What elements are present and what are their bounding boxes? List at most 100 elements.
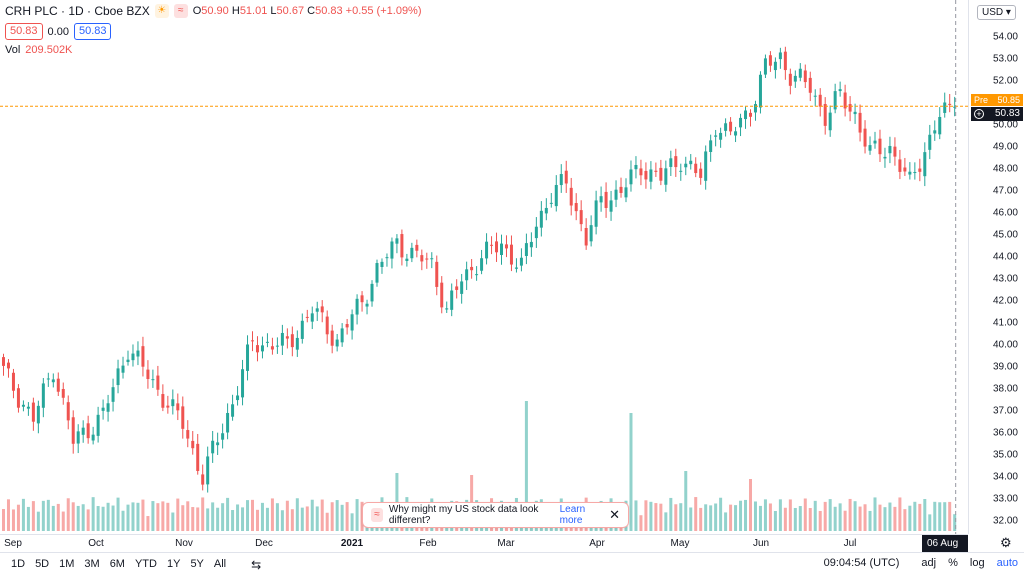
candle-body: [893, 146, 897, 157]
volume-bar: [226, 497, 230, 531]
candle-body: [559, 174, 563, 186]
data-notice-banner: ≈ Why might my US stock data look differ…: [362, 502, 629, 528]
price-axis[interactable]: USD ▾ 54.0053.0052.0051.0050.0049.0048.0…: [968, 0, 1024, 534]
timeframe-6m[interactable]: 6M: [109, 557, 125, 570]
candle-body: [345, 324, 349, 328]
sun-icon[interactable]: ☀: [154, 4, 169, 18]
candle-body: [495, 241, 499, 253]
candle-body: [101, 407, 105, 411]
timeframe-5d[interactable]: 5D: [35, 557, 50, 570]
candle-body: [335, 339, 339, 347]
volume-bar: [694, 497, 698, 531]
volume-bar: [848, 498, 852, 531]
volume-bar: [350, 513, 354, 531]
log-toggle[interactable]: log: [969, 557, 985, 569]
volume-bar: [659, 503, 663, 531]
symbol-title[interactable]: CRH PLC · 1D · Cboe BZX: [5, 4, 150, 18]
candle-body: [699, 168, 703, 178]
candle-body: [325, 316, 329, 335]
volume-bar: [251, 499, 254, 531]
close-icon[interactable]: ✕: [609, 507, 620, 522]
learn-more-link[interactable]: Learn more: [559, 504, 586, 526]
volume-bar: [181, 505, 185, 531]
timeframe-1d[interactable]: 1D: [11, 557, 26, 570]
volume-bar: [768, 503, 772, 531]
time-label-oct: Oct: [88, 538, 104, 549]
adjust-toggle[interactable]: adj: [921, 557, 937, 569]
timeframe-1m[interactable]: 1M: [59, 557, 75, 570]
candle-body: [719, 132, 723, 140]
candle-body: [858, 112, 862, 133]
volume-bar: [903, 509, 907, 531]
volume-bar: [96, 506, 100, 531]
price-tick-label: 36.00: [992, 427, 1018, 439]
candle-body: [534, 226, 538, 239]
time-label-jun: Jun: [752, 538, 770, 549]
volume-bar: [704, 504, 708, 531]
volume-bar: [121, 510, 125, 531]
volume-bar: [674, 504, 678, 531]
percent-toggle[interactable]: %: [948, 557, 958, 569]
volume-bar: [231, 510, 235, 531]
candle-body: [828, 112, 832, 131]
volume-bar: [654, 503, 658, 531]
candle-body: [778, 52, 782, 60]
volume-bar: [300, 507, 304, 531]
volume-bar: [270, 498, 274, 531]
settings-gear-icon[interactable]: ⚙: [1000, 535, 1012, 550]
candle-body: [365, 303, 369, 307]
volume-bar: [679, 503, 683, 531]
candle-body: [614, 189, 618, 200]
spread-value: 0.00: [47, 25, 69, 38]
candle-body: [938, 116, 942, 135]
time-label-feb: Feb: [419, 538, 437, 549]
goto-date-icon[interactable]: ⇆: [251, 557, 262, 572]
volume-bar: [101, 506, 105, 531]
candle-body: [470, 266, 474, 271]
chart-area[interactable]: CRH PLC · 1D · Cboe BZX ☀ ≈ O50.90 H51.0…: [0, 0, 968, 534]
candle-body: [111, 387, 115, 402]
timeframe-3m[interactable]: 3M: [84, 557, 100, 570]
candle-body: [41, 383, 45, 408]
candle-body: [669, 158, 673, 167]
timeframe-all[interactable]: All: [213, 557, 227, 570]
volume-bar: [739, 500, 743, 531]
volume-bar: [26, 506, 30, 531]
timeframe-5y[interactable]: 5Y: [190, 557, 204, 570]
time-axis[interactable]: Sep Oct Nov Dec 2021 Feb Mar Apr May Jun…: [0, 534, 968, 566]
timeframe-1y[interactable]: 1Y: [166, 557, 181, 570]
timeframe-ytd[interactable]: YTD: [134, 557, 157, 570]
crosshair-plus-icon[interactable]: +: [974, 109, 984, 120]
volume-bar: [689, 507, 693, 531]
candle-body: [544, 207, 548, 214]
candlestick-chart[interactable]: [0, 0, 968, 534]
volume-bar: [948, 501, 952, 531]
candle-body: [868, 145, 872, 151]
candle-body: [6, 362, 10, 369]
volume-bar: [724, 512, 728, 531]
clock[interactable]: 09:04:54 (UTC): [823, 557, 900, 569]
candle-body: [465, 269, 469, 281]
candles: [2, 46, 957, 493]
data-notice-icon[interactable]: ≈: [173, 4, 188, 18]
candle-body: [435, 261, 439, 287]
ask-price-box[interactable]: 50.83: [73, 23, 112, 40]
candle-body: [514, 267, 518, 269]
candle-body: [295, 337, 299, 350]
volume-bar: [783, 507, 787, 531]
time-label-nov: Nov: [175, 538, 193, 549]
bid-price-box[interactable]: 50.83: [5, 23, 43, 40]
auto-scale-toggle[interactable]: auto: [996, 557, 1018, 569]
volume-bar: [684, 471, 688, 531]
candle-body: [290, 334, 294, 348]
candle-body: [589, 225, 593, 242]
candle-body: [579, 210, 583, 225]
price-tick-label: 39.00: [992, 361, 1018, 373]
candle-body: [689, 160, 693, 165]
candle-body: [609, 200, 613, 212]
currency-selector[interactable]: USD ▾: [977, 5, 1016, 20]
candle-body: [226, 412, 230, 433]
volume-bar: [813, 500, 817, 531]
candle-body: [126, 359, 130, 363]
candle-body: [509, 244, 513, 265]
